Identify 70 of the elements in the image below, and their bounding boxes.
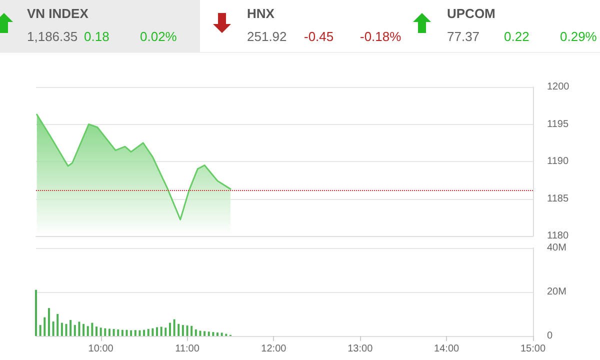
text: 1,186.35 — [27, 29, 78, 44]
x-tick-label: 12:00 — [261, 344, 287, 354]
bar — [126, 330, 128, 336]
text: UPCOM — [447, 6, 496, 21]
bar — [220, 332, 223, 336]
y-tick-label: 1180 — [547, 230, 569, 242]
bar — [74, 325, 76, 336]
bar — [96, 326, 98, 336]
bar — [44, 317, 46, 336]
bar — [152, 328, 154, 336]
bar — [156, 327, 158, 336]
text: 0.02% — [140, 29, 177, 44]
bar — [168, 322, 171, 336]
bar — [117, 329, 120, 336]
text: 77.37 — [447, 29, 480, 44]
y-tick-label: 1195 — [547, 118, 569, 130]
x-tick-label: 14:00 — [434, 344, 460, 354]
bar — [35, 290, 37, 336]
bar — [204, 331, 206, 336]
bar — [78, 322, 80, 336]
bar — [121, 330, 124, 336]
bar — [173, 319, 176, 336]
x-tick-label: 15:00 — [520, 344, 546, 354]
bar — [56, 314, 59, 336]
y-tick-label: 0 — [547, 330, 553, 342]
text: 0.18 — [84, 29, 110, 44]
y-tick-label: 20M — [547, 286, 566, 298]
text: VN INDEX — [27, 6, 88, 21]
bar — [112, 328, 115, 336]
bar — [52, 321, 54, 336]
bar — [208, 332, 210, 336]
bar — [91, 322, 94, 336]
x-tick-label: 11:00 — [175, 344, 200, 354]
bar — [164, 328, 167, 336]
bar — [100, 328, 102, 336]
bar — [178, 324, 180, 336]
bar — [212, 332, 214, 336]
y-tick-label: 1185 — [547, 193, 569, 204]
y-tick-label: 40M — [547, 242, 566, 254]
bar — [108, 328, 110, 336]
bar — [190, 326, 193, 336]
bar — [216, 332, 219, 336]
bar — [143, 330, 146, 336]
bar — [160, 326, 162, 336]
bar — [194, 329, 197, 336]
bar — [65, 324, 68, 336]
bar — [199, 330, 202, 336]
bar — [48, 308, 50, 336]
bar — [182, 325, 184, 336]
text: 251.92 — [247, 29, 287, 44]
text: -0.18% — [360, 29, 402, 44]
bar — [82, 324, 85, 336]
bar — [147, 328, 150, 336]
y-tick-label: 1190 — [547, 156, 569, 167]
text: -0.45 — [304, 29, 334, 44]
bar — [134, 330, 136, 336]
x-tick-label: 13:00 — [348, 344, 374, 354]
bar — [130, 330, 132, 336]
bar — [70, 320, 72, 336]
text: HNX — [247, 6, 274, 21]
text: 0.22 — [504, 29, 530, 44]
bar — [39, 325, 42, 336]
bar — [60, 322, 63, 336]
bar — [86, 326, 89, 336]
bar — [104, 328, 106, 336]
y-tick-label: 1200 — [547, 82, 570, 92]
x-tick-label: 10:00 — [88, 344, 114, 354]
bar — [186, 325, 188, 336]
text: 0.29% — [560, 29, 597, 44]
bar — [138, 330, 141, 336]
